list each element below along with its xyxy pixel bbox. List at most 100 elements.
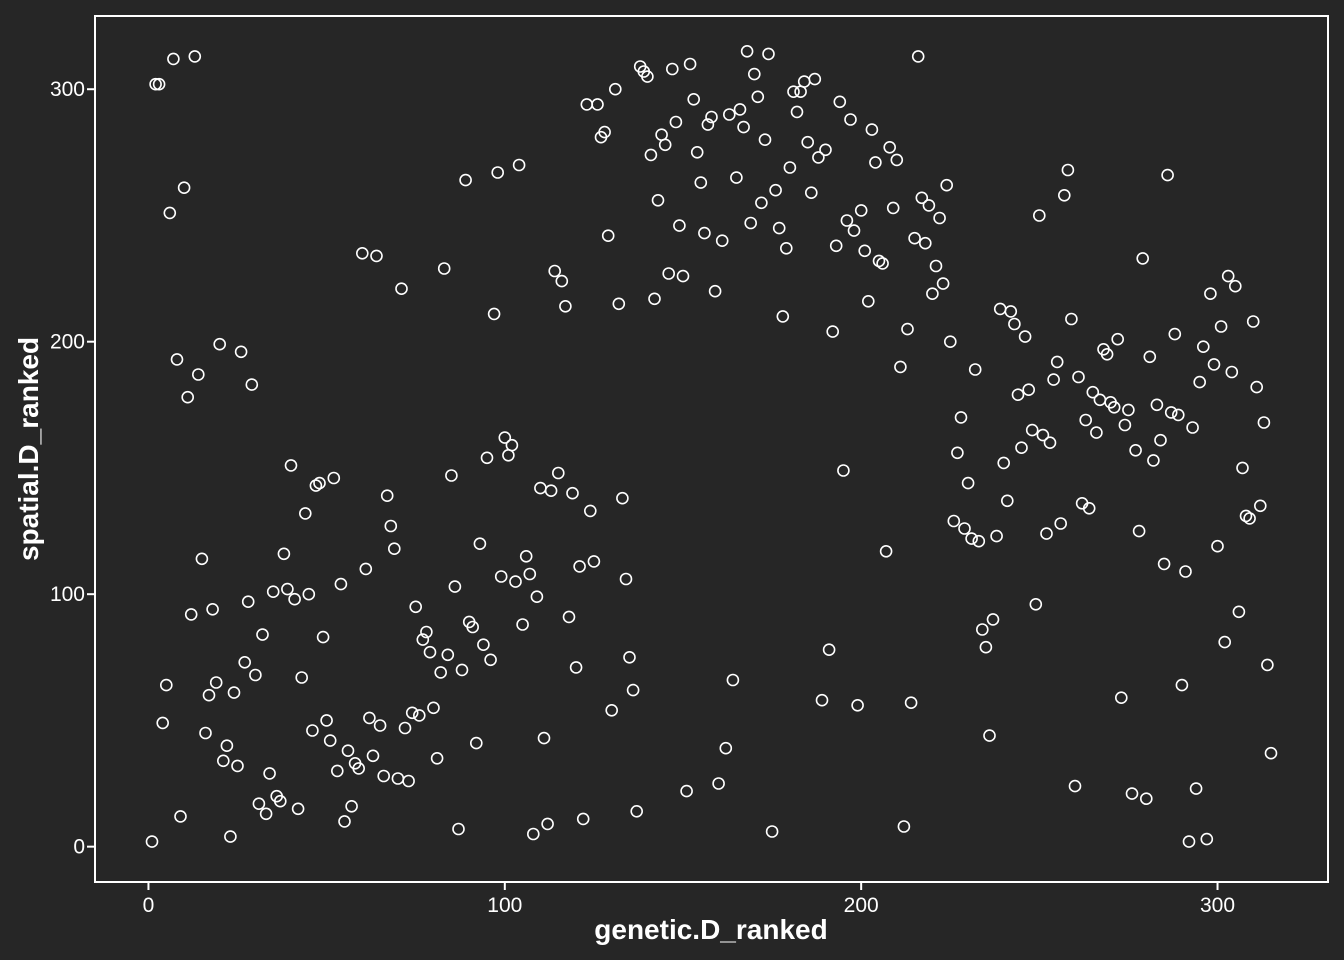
data-point — [145, 835, 159, 848]
data-point — [847, 224, 861, 237]
data-point — [591, 98, 604, 111]
data-point — [783, 161, 797, 174]
data-point — [644, 148, 658, 162]
data-point — [494, 570, 508, 583]
data-point — [174, 810, 187, 823]
data-point — [822, 643, 836, 657]
x-tick-label: 200 — [844, 894, 879, 917]
x-tick-label: 0 — [143, 894, 155, 917]
data-point — [1204, 287, 1217, 301]
data-point — [544, 484, 558, 498]
y-tick-label: 0 — [73, 836, 85, 859]
data-point — [526, 827, 540, 841]
data-point — [1036, 428, 1050, 442]
data-point — [537, 731, 551, 745]
data-point — [1058, 189, 1071, 202]
data-point — [1168, 327, 1182, 341]
y-tick-label: 100 — [50, 583, 85, 606]
data-point — [1211, 539, 1224, 553]
data-point — [708, 284, 722, 298]
data-point — [334, 577, 348, 591]
data-point — [712, 777, 725, 790]
data-point — [883, 141, 897, 154]
data-point — [288, 592, 301, 606]
data-point — [523, 567, 537, 581]
data-point — [1157, 557, 1171, 571]
data-point — [224, 830, 237, 843]
data-point — [459, 173, 472, 187]
data-point — [812, 151, 825, 164]
data-point — [658, 138, 672, 152]
data-point — [844, 113, 857, 126]
data-point — [755, 196, 768, 210]
data-point — [167, 52, 180, 66]
data-point — [608, 82, 622, 96]
data-point — [1011, 388, 1025, 402]
data-point — [772, 221, 786, 235]
data-point — [295, 671, 309, 684]
data-point — [298, 507, 312, 520]
data-point — [616, 491, 629, 505]
data-point — [245, 378, 259, 391]
data-point — [156, 716, 169, 730]
data-point — [1033, 209, 1046, 222]
data-point — [338, 815, 351, 828]
data-point — [484, 653, 497, 667]
data-point — [277, 547, 291, 561]
data-point — [1008, 317, 1021, 331]
x-tick-label: 100 — [487, 894, 522, 917]
data-point — [498, 431, 512, 444]
data-point — [241, 595, 255, 609]
data-point — [170, 353, 184, 366]
data-point — [1254, 499, 1267, 513]
data-point — [391, 772, 405, 785]
data-point — [512, 158, 526, 172]
data-point — [601, 229, 615, 242]
data-point — [555, 274, 569, 288]
data-point — [316, 630, 330, 644]
data-point — [776, 310, 790, 323]
data-point — [722, 108, 736, 121]
data-point — [206, 602, 219, 616]
data-point — [758, 133, 772, 146]
data-point — [886, 201, 900, 215]
data-point — [583, 504, 597, 518]
data-point — [762, 47, 775, 61]
y-tick-label: 200 — [50, 331, 85, 354]
data-point — [598, 125, 611, 139]
data-point — [840, 214, 854, 227]
data-point — [943, 335, 957, 349]
data-point — [1061, 163, 1075, 177]
data-point — [181, 390, 194, 404]
data-point — [837, 464, 850, 477]
data-point — [669, 115, 683, 129]
data-point — [551, 466, 565, 480]
data-point — [1107, 400, 1121, 414]
data-point — [420, 625, 433, 639]
data-point — [765, 825, 779, 838]
data-point — [808, 72, 822, 86]
data-point — [1004, 305, 1018, 318]
data-point — [1207, 358, 1221, 371]
data-point — [234, 345, 248, 359]
data-point — [345, 799, 358, 813]
data-point — [1193, 375, 1206, 389]
data-point — [933, 211, 946, 225]
data-point — [869, 156, 882, 169]
data-point — [687, 93, 701, 106]
data-point — [266, 585, 280, 599]
data-point — [1164, 406, 1178, 419]
plot-frame — [94, 15, 1329, 883]
data-point — [694, 176, 708, 189]
data-point — [1154, 433, 1167, 447]
data-point — [327, 471, 341, 485]
data-point — [284, 459, 298, 472]
data-point — [926, 287, 939, 301]
data-point — [231, 759, 244, 773]
data-point — [947, 514, 961, 528]
data-point — [690, 146, 704, 159]
data-point — [894, 360, 907, 374]
y-axis: 0 100 200 300 — [50, 78, 95, 859]
data-point — [975, 623, 989, 636]
data-point — [259, 807, 273, 821]
